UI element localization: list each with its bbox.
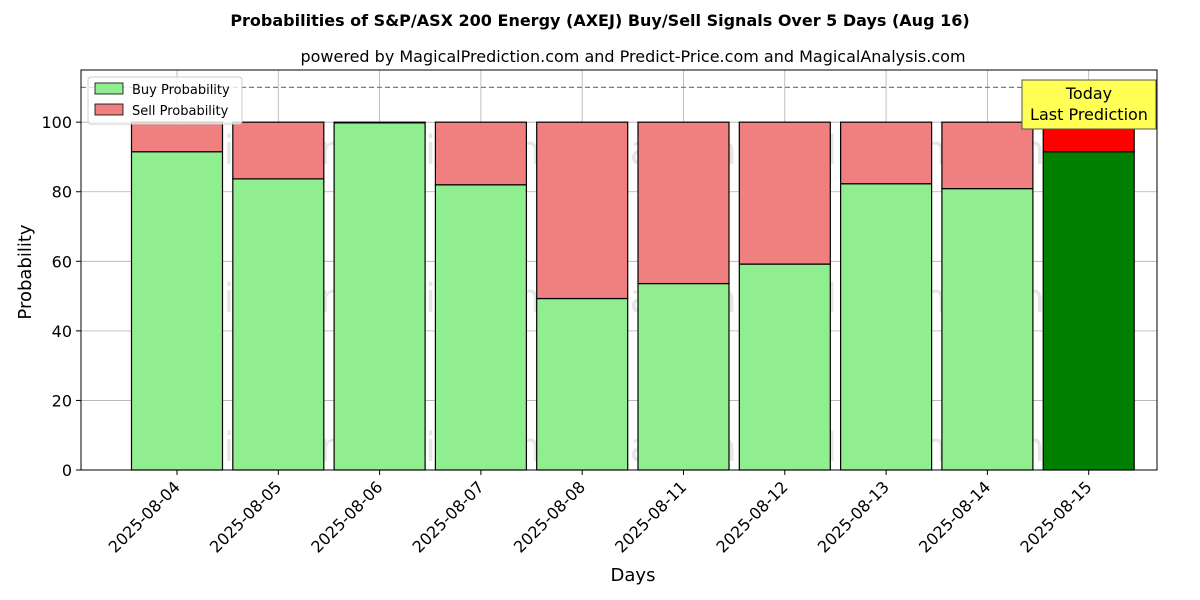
- y-tick-label: 20: [52, 391, 72, 410]
- buy-bar: [434, 184, 527, 471]
- buy-bar: [738, 263, 831, 471]
- x-tick-label: 2025-08-11: [611, 477, 690, 556]
- y-tick-label: 60: [52, 252, 72, 271]
- x-tick-label: 2025-08-13: [814, 477, 893, 556]
- x-tick-label: 2025-08-07: [409, 477, 488, 556]
- legend-box: [87, 76, 243, 125]
- buy-bar: [941, 188, 1034, 471]
- sell-bar: [333, 121, 426, 124]
- chart-title: Probabilities of S&P/ASX 200 Energy (AXE…: [230, 11, 969, 30]
- y-tick-label: 80: [52, 183, 72, 202]
- y-tick-label: 40: [52, 322, 72, 341]
- legend-buy-label: Buy Probability: [132, 83, 230, 98]
- annotation-line1: Today: [1065, 84, 1112, 103]
- y-tick-label: 100: [41, 113, 72, 132]
- today-annotation: Today Last Prediction: [1021, 79, 1157, 130]
- x-tick-label: 2025-08-14: [915, 477, 994, 556]
- buy-bar: [333, 122, 426, 471]
- legend-sell-label: Sell Probability: [132, 104, 229, 119]
- x-axis: 2025-08-04 2025-08-05 2025-08-06 2025-08-07…: [105, 470, 1096, 557]
- sell-bar: [536, 121, 629, 300]
- x-tick-label: 2025-08-04: [105, 477, 184, 556]
- buy-bar: [536, 297, 629, 471]
- sell-bar: [839, 121, 933, 185]
- sell-bar: [130, 121, 224, 153]
- annotation-line2: Last Prediction: [1030, 105, 1148, 124]
- sell-bar: [941, 121, 1034, 190]
- x-tick-label: 2025-08-08: [510, 477, 589, 556]
- legend-sell-swatch: [94, 103, 124, 116]
- buy-bar: [232, 178, 325, 471]
- x-tick-label: 2025-08-06: [307, 477, 386, 556]
- y-axis: 0 20 40 60 80 100: [41, 113, 81, 480]
- buy-bar: [130, 151, 224, 471]
- buy-bar: [637, 282, 730, 471]
- sell-bar: [637, 121, 730, 285]
- x-axis-label: Days: [611, 565, 656, 586]
- chart-subtitle: powered by MagicalPrediction.com and Pre…: [300, 47, 965, 66]
- legend-buy-swatch: [94, 82, 124, 95]
- sell-bar: [434, 121, 527, 186]
- legend: Buy Probability Sell Probability: [87, 76, 243, 125]
- x-tick-label: 2025-08-15: [1016, 477, 1095, 556]
- y-tick-label: 0: [62, 461, 72, 480]
- bars: [130, 121, 1135, 471]
- x-tick-label: 2025-08-05: [206, 477, 285, 556]
- sell-bar: [738, 121, 831, 265]
- plot-frame: [80, 69, 1158, 471]
- buy-bar: [839, 183, 933, 471]
- annotation-box: [1021, 79, 1157, 130]
- buy-bar: [1042, 151, 1135, 471]
- sell-bar: [232, 121, 325, 180]
- y-axis-label: Probability: [15, 224, 36, 319]
- x-tick-label: 2025-08-12: [712, 477, 791, 556]
